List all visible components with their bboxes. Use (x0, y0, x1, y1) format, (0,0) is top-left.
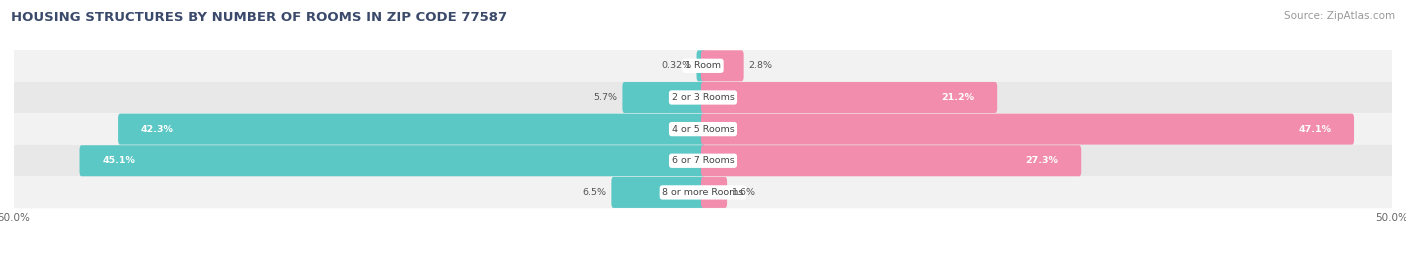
Text: 27.3%: 27.3% (1025, 156, 1059, 165)
Text: 47.1%: 47.1% (1298, 125, 1331, 134)
Text: 6.5%: 6.5% (582, 188, 606, 197)
Text: 6 or 7 Rooms: 6 or 7 Rooms (672, 156, 734, 165)
Text: 1.6%: 1.6% (733, 188, 756, 197)
Text: 45.1%: 45.1% (103, 156, 135, 165)
Text: 0.32%: 0.32% (662, 61, 692, 70)
FancyBboxPatch shape (14, 50, 1392, 82)
Text: 5.7%: 5.7% (593, 93, 617, 102)
Text: 21.2%: 21.2% (942, 93, 974, 102)
Text: Source: ZipAtlas.com: Source: ZipAtlas.com (1284, 11, 1395, 21)
FancyBboxPatch shape (14, 176, 1392, 208)
FancyBboxPatch shape (118, 114, 704, 145)
FancyBboxPatch shape (702, 177, 727, 208)
Text: HOUSING STRUCTURES BY NUMBER OF ROOMS IN ZIP CODE 77587: HOUSING STRUCTURES BY NUMBER OF ROOMS IN… (11, 11, 508, 24)
FancyBboxPatch shape (14, 82, 1392, 113)
FancyBboxPatch shape (702, 145, 1081, 176)
Text: 42.3%: 42.3% (141, 125, 174, 134)
FancyBboxPatch shape (14, 145, 1392, 176)
FancyBboxPatch shape (14, 113, 1392, 145)
Text: 2.8%: 2.8% (748, 61, 772, 70)
Text: 8 or more Rooms: 8 or more Rooms (662, 188, 744, 197)
FancyBboxPatch shape (612, 177, 704, 208)
Text: 4 or 5 Rooms: 4 or 5 Rooms (672, 125, 734, 134)
FancyBboxPatch shape (702, 114, 1354, 145)
FancyBboxPatch shape (702, 82, 997, 113)
FancyBboxPatch shape (80, 145, 704, 176)
FancyBboxPatch shape (702, 50, 744, 81)
Text: 1 Room: 1 Room (685, 61, 721, 70)
FancyBboxPatch shape (623, 82, 704, 113)
Text: 2 or 3 Rooms: 2 or 3 Rooms (672, 93, 734, 102)
FancyBboxPatch shape (696, 50, 704, 81)
